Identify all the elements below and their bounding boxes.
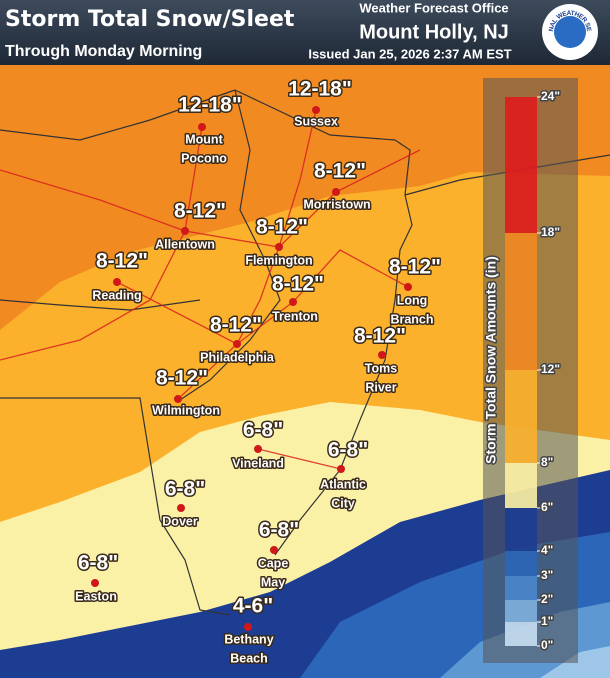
city-name: Dover xyxy=(162,514,198,528)
city-dot xyxy=(270,546,278,554)
city-dot xyxy=(289,298,297,306)
city-name: Easton xyxy=(75,589,117,603)
city-name: Toms xyxy=(365,361,397,375)
city-name: River xyxy=(365,380,396,394)
issued: Issued Jan 25, 2026 2:37 AM EST xyxy=(308,46,511,61)
legend: Storm Total Snow Amounts (in) 24" 18" 12" 8… xyxy=(481,78,578,663)
snow-amount: 8-12" xyxy=(256,216,308,239)
city-name: Morristown xyxy=(303,197,370,211)
city-name: Bethany xyxy=(224,632,273,646)
snow-amount: 8-12" xyxy=(174,200,226,223)
city-dot xyxy=(275,243,283,251)
legend-label: 2" xyxy=(541,592,553,606)
city-dot xyxy=(404,283,412,291)
city-name: Philadelphia xyxy=(200,350,275,364)
city-dot xyxy=(177,504,185,512)
snow-amount: 6-8" xyxy=(328,439,368,462)
city-name: Flemington xyxy=(245,253,312,267)
city-dot xyxy=(91,579,99,587)
legend-label: 12" xyxy=(541,362,560,376)
logo-center xyxy=(554,16,586,48)
city-name: Wilmington xyxy=(152,403,220,417)
snow-amount: 6-8" xyxy=(165,478,205,501)
legend-title: Storm Total Snow Amounts (in) xyxy=(483,256,499,464)
city-dot xyxy=(181,227,189,235)
city-name: Pocono xyxy=(181,151,227,165)
city-name: City xyxy=(331,496,355,510)
subtitle: Through Monday Morning xyxy=(5,43,202,60)
snow-amount: 8-12" xyxy=(210,314,262,337)
snow-amount: 6-8" xyxy=(259,519,299,542)
legend-label: 18" xyxy=(541,225,560,239)
city-dot xyxy=(312,106,320,114)
legend-band xyxy=(505,622,537,646)
legend-label: 4" xyxy=(541,543,553,557)
city-name: Vineland xyxy=(232,456,284,470)
city-dot xyxy=(337,465,345,473)
city-name: Sussex xyxy=(294,114,338,128)
city-dot xyxy=(378,351,386,359)
legend-label: 0" xyxy=(541,638,553,652)
city-dot xyxy=(233,340,241,348)
legend-label: 3" xyxy=(541,568,553,582)
city-name: Branch xyxy=(390,312,433,326)
snow-amount: 8-12" xyxy=(389,256,441,279)
header-bar xyxy=(0,0,610,65)
city-dot xyxy=(332,188,340,196)
location: Mount Holly, NJ xyxy=(359,21,509,43)
legend-band xyxy=(505,600,537,622)
city-name: Trenton xyxy=(272,309,318,323)
snow-amount: 6-8" xyxy=(243,419,283,442)
city-dot xyxy=(254,445,262,453)
city-name: Mount xyxy=(185,132,223,146)
snow-amount: 8-12" xyxy=(314,160,366,183)
city-dot xyxy=(113,278,121,286)
snow-amount: 4-6" xyxy=(233,595,273,618)
city-name: Atlantic xyxy=(320,477,366,491)
city-name: Allentown xyxy=(155,237,215,251)
legend-band xyxy=(505,97,537,233)
legend-band xyxy=(505,508,537,551)
legend-label: 8" xyxy=(541,455,553,469)
city-dot xyxy=(198,123,206,131)
snow-amount: 12-18" xyxy=(178,94,242,117)
snow-amount: 6-8" xyxy=(78,552,118,575)
snow-amount: 8-12" xyxy=(96,250,148,273)
city-dot xyxy=(174,395,182,403)
city-name: Cape xyxy=(258,556,289,570)
legend-band xyxy=(505,370,537,463)
legend-band xyxy=(505,233,537,370)
title: Storm Total Snow/Sleet xyxy=(5,7,295,32)
header: Storm Total Snow/Sleet Through Monday Mo… xyxy=(0,0,610,65)
legend-band xyxy=(505,463,537,508)
snow-amount: 8-12" xyxy=(272,273,324,296)
legend-label: 1" xyxy=(541,614,553,628)
city-name: Reading xyxy=(92,288,141,302)
city-dot xyxy=(244,623,252,631)
legend-label: 24" xyxy=(541,89,560,103)
city-name: Long xyxy=(397,293,428,307)
legend-band xyxy=(505,551,537,576)
snow-amount: 12-18" xyxy=(288,78,352,101)
city-name: May xyxy=(261,575,285,589)
legend-band xyxy=(505,576,537,600)
cities: 12-18" Mount Pocono 12-18" Sussex 8-12" Morris… xyxy=(74,76,443,667)
snow-amount: 8-12" xyxy=(156,367,208,390)
legend-label: 6" xyxy=(541,500,553,514)
office: Weather Forecast Office xyxy=(359,0,508,15)
city-name: Beach xyxy=(230,651,268,665)
snow-amount: 8-12" xyxy=(354,325,406,348)
